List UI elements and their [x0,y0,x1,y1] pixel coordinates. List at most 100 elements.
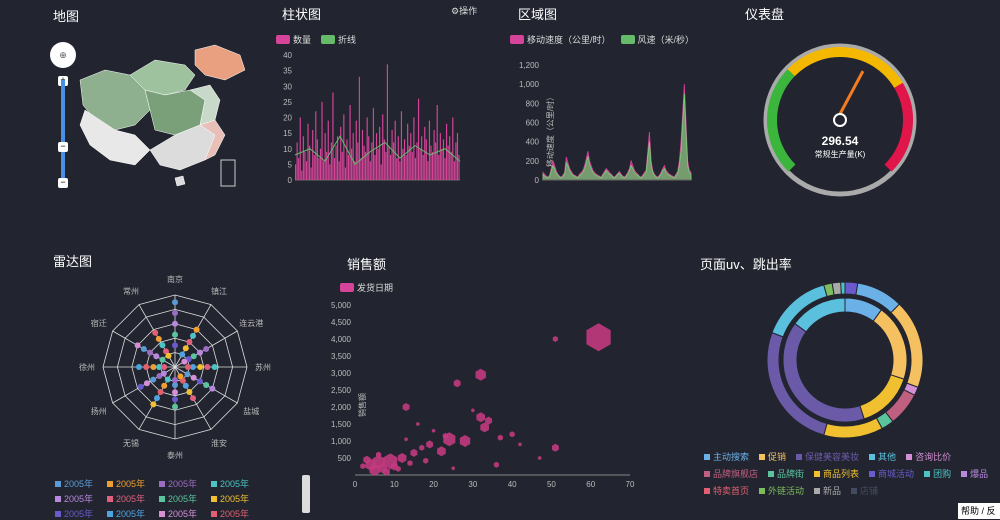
uv-legend-item[interactable]: 品牌街 [768,467,804,480]
radar-point [196,349,203,356]
uv-legend-item[interactable]: 新品 [814,484,841,497]
radar-legend-item[interactable]: 2005年 [211,477,263,490]
uv-legend[interactable]: 主动搜索 促销 保健美容美妆 其他 咨询比价品牌旗舰店 品牌街 商品列表 商城活动 团购 爆品特卖… [704,450,994,497]
bar [327,120,329,180]
legend-swatch [107,480,113,487]
uv-legend-item[interactable]: 其他 [869,450,896,463]
bar [421,136,423,180]
bar [382,114,384,180]
map-region-south[interactable] [149,124,216,171]
map-zoom-control[interactable]: ⊕ + − − [48,42,78,192]
bar [438,155,440,180]
radar-legend-item[interactable]: 2005年 [211,492,263,505]
uv-legend-item[interactable]: 爆品 [961,467,988,480]
legend-label: 商品列表 [823,469,860,479]
legend-label: 2005年 [220,479,250,489]
bar [419,148,421,180]
radar-legend-item[interactable]: 2005年 [107,492,159,505]
gauge-rim [763,43,917,197]
uv-legend-item[interactable]: 外链活动 [759,484,804,497]
bar-legend[interactable]: 数量 折线 [276,33,356,46]
radar-point [172,396,178,403]
bar [396,158,398,180]
radar-legend-item[interactable]: 2005年 [159,492,211,505]
bar [393,142,395,180]
legend-swatch [107,495,113,502]
op-link[interactable]: ⚙操作 [451,6,478,16]
bar [324,133,326,180]
zoom-handle[interactable]: − [58,142,68,152]
scatter-point [480,422,489,433]
bar [341,151,343,180]
legend-swatch [869,470,876,477]
radar-legend-item[interactable]: 2005年 [211,507,263,520]
radar-legend-item[interactable]: 2005年 [55,492,107,505]
uv-legend-item[interactable]: 咨询比价 [906,450,951,463]
radar-legend-item[interactable]: 2005年 [159,507,211,520]
bar [410,133,412,180]
uv-legend-item[interactable]: 商品列表 [814,467,859,480]
bar-legend-item[interactable]: 数量 [276,33,311,46]
bar [380,164,382,180]
radar-legend-item[interactable]: 2005年 [159,477,211,490]
map-title: 地图 [53,9,80,24]
scatter-point [407,460,413,467]
radar-point [161,364,168,370]
radar-legend-item[interactable]: 2005年 [55,507,107,520]
bar-legend-item[interactable]: 折线 [321,33,356,46]
area-legend-item[interactable]: 移动速度（公里/时） [510,33,611,46]
radar-point [172,331,178,338]
bar [402,148,404,180]
help-link[interactable]: 帮助 / 反 [958,503,1000,519]
scatter-legend[interactable]: 发货日期 [340,281,393,294]
legend-swatch [906,453,913,460]
radar-point [209,385,216,392]
area-legend[interactable]: 移动速度（公里/时） 风速（米/秒） [510,33,694,46]
uv-legend-item[interactable]: 商城活动 [869,467,914,480]
gauge-label: 常规生产量(K) [815,149,866,159]
y-tick-label: 2,500 [331,386,352,395]
map-region-southeast[interactable] [199,119,226,161]
radar-point [150,401,157,408]
radar-indicator-label: 常州 [123,287,139,296]
uv-legend-item[interactable]: 保健美容美妆 [796,450,859,463]
y-tick-label: 0 [535,176,540,185]
uv-legend-item[interactable]: 主动搜索 [704,450,749,463]
scatter-point [586,323,611,352]
radar-point [157,388,164,395]
zoom-out-button[interactable]: − [58,178,68,188]
legend-scrollbar[interactable] [302,475,310,513]
pan-control[interactable]: ⊕ [50,42,76,68]
uv-legend-item[interactable]: 促销 [759,450,786,463]
radar-legend[interactable]: 2005年 2005年 2005年 2005年 2005年 2005年 2005年 2005年… [55,477,305,520]
uv-legend-item[interactable]: 店铺 [851,484,878,497]
bar [326,151,328,180]
map-region-hainan[interactable] [174,175,186,187]
radar-point [184,364,191,370]
radar-point [161,382,168,389]
bar [379,126,381,180]
legend-swatch [211,495,217,502]
radar-indicator-label: 淮安 [211,438,227,448]
area-legend-item[interactable]: 风速（米/秒） [620,33,694,46]
radar-indicator-label: 盐城 [243,406,259,416]
x-tick-label: 0 [353,480,358,489]
map-region-tibet[interactable] [79,109,151,166]
china-map[interactable] [75,40,255,190]
bar [313,155,315,180]
radar-legend-item[interactable]: 2005年 [107,507,159,520]
radar-legend-item[interactable]: 2005年 [55,477,107,490]
y-tick-label: 3,000 [331,369,352,378]
bar [312,130,314,180]
bar [305,161,308,180]
zoom-slider[interactable] [61,80,65,180]
map-region-northeast[interactable] [194,44,246,81]
scatter-legend-item[interactable]: 发货日期 [340,281,393,294]
uv-legend-item[interactable]: 品牌旗舰店 [704,467,758,480]
uv-legend-item[interactable]: 特卖首页 [704,484,749,497]
bar [456,133,459,180]
scatter-point [397,453,407,463]
uv-legend-item[interactable]: 团购 [924,467,951,480]
bar [389,155,392,180]
radar-legend-item[interactable]: 2005年 [107,477,159,490]
